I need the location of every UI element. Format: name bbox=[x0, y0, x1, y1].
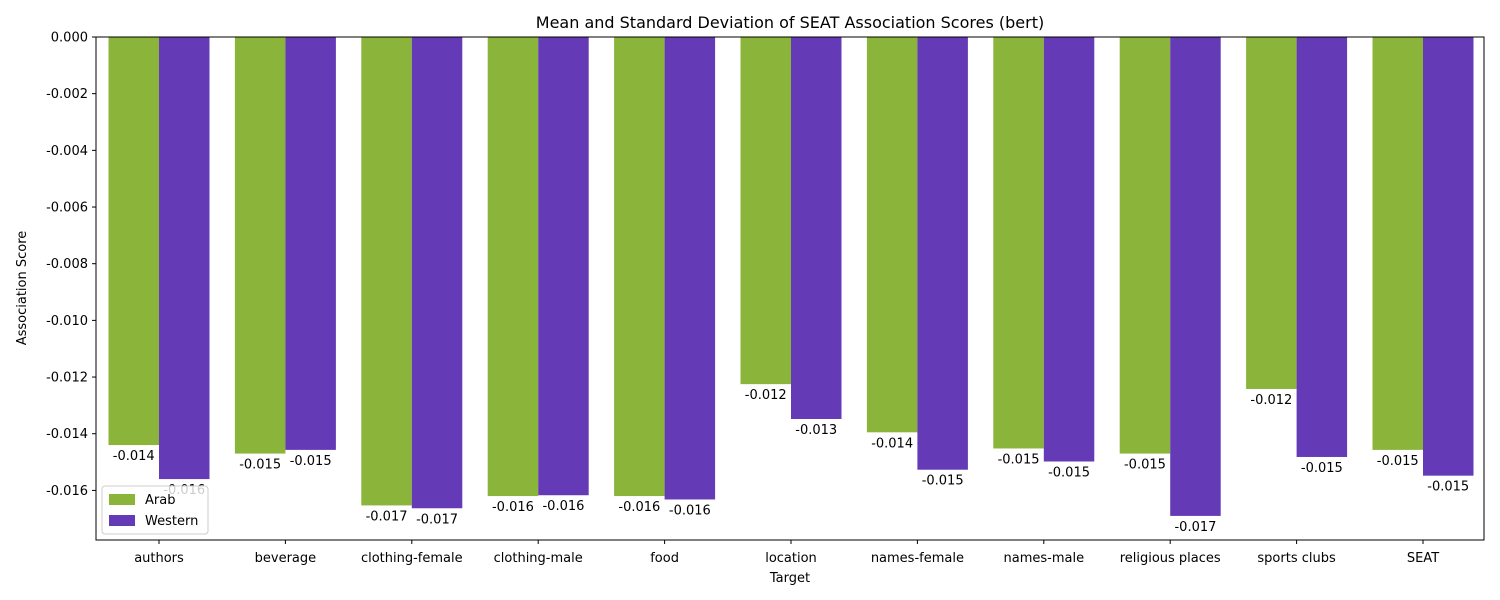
y-axis: 0.000 -0.002 -0.004 -0.006 -0.008 -0.010 -0.01… bbox=[46, 31, 96, 499]
legend-swatch-arab bbox=[109, 494, 135, 505]
bar-western bbox=[411, 37, 463, 509]
bar-arab bbox=[361, 37, 412, 506]
legend-swatch-western bbox=[109, 515, 135, 526]
x-tick-label: religious places bbox=[1120, 551, 1221, 566]
data-label-western: -0.017 bbox=[416, 512, 458, 527]
bar-arab bbox=[993, 37, 1044, 449]
legend-label-western: Western bbox=[145, 514, 198, 529]
data-label-arab: -0.012 bbox=[1250, 393, 1292, 408]
x-tick-label: location bbox=[765, 551, 817, 566]
legend: Arab Western bbox=[101, 485, 209, 535]
x-tick-label: clothing-male bbox=[494, 551, 583, 566]
data-label-arab: -0.015 bbox=[1377, 454, 1419, 469]
bar-western bbox=[1043, 37, 1095, 462]
y-tick-label: -0.008 bbox=[46, 257, 88, 272]
y-tick-label: -0.006 bbox=[46, 201, 88, 216]
y-axis-title: Association Score bbox=[15, 231, 30, 346]
data-label-arab: -0.016 bbox=[618, 500, 660, 515]
y-tick-label: -0.010 bbox=[46, 314, 88, 329]
data-label-arab: -0.015 bbox=[239, 458, 281, 473]
y-tick-label: -0.012 bbox=[46, 371, 88, 386]
y-tick-label: 0.000 bbox=[51, 31, 88, 46]
bar-western bbox=[538, 37, 589, 496]
bar-arab bbox=[740, 37, 791, 385]
data-label-arab: -0.014 bbox=[113, 449, 155, 464]
y-tick-label: -0.002 bbox=[46, 87, 88, 102]
bar-western bbox=[917, 37, 968, 470]
data-label-arab: -0.015 bbox=[998, 452, 1040, 467]
bar-arab bbox=[1246, 37, 1297, 389]
bar-western bbox=[159, 37, 210, 480]
data-label-western: -0.016 bbox=[669, 503, 711, 518]
plot-frame bbox=[95, 36, 1485, 541]
bar-western bbox=[285, 37, 336, 450]
legend-label-arab: Arab bbox=[145, 493, 175, 508]
data-label-western: -0.015 bbox=[290, 454, 332, 469]
data-label-western: -0.015 bbox=[1427, 480, 1469, 495]
data-label-western: -0.017 bbox=[1174, 520, 1216, 535]
bar-arab bbox=[108, 37, 159, 446]
bar-arab bbox=[487, 37, 539, 497]
bars-layer bbox=[108, 37, 1474, 516]
chart-title: Mean and Standard Deviation of SEAT Asso… bbox=[536, 13, 1044, 32]
x-tick-label: names-male bbox=[1004, 551, 1085, 566]
x-tick-label: names-female bbox=[871, 551, 964, 566]
x-tick-label: clothing-female bbox=[361, 551, 463, 566]
y-tick-label: -0.004 bbox=[46, 144, 88, 159]
x-tick-label: beverage bbox=[255, 551, 317, 566]
x-axis: authors beverage clothing-female clothing-m… bbox=[134, 540, 1439, 566]
y-tick-label: -0.014 bbox=[46, 427, 88, 442]
x-tick-label: food bbox=[650, 551, 679, 566]
bar-western bbox=[791, 37, 842, 419]
x-tick-label: sports clubs bbox=[1257, 551, 1336, 566]
bar-western bbox=[664, 37, 716, 500]
data-labels-layer: -0.014 -0.016 -0.015 -0.015 -0.017 -0.017 -0.0… bbox=[113, 388, 1469, 535]
bar-arab bbox=[866, 37, 918, 433]
data-label-arab: -0.015 bbox=[1124, 458, 1166, 473]
bar-arab bbox=[1119, 37, 1171, 454]
data-label-western: -0.015 bbox=[1301, 461, 1343, 476]
bar-arab bbox=[234, 37, 286, 454]
x-tick-label: authors bbox=[134, 551, 184, 566]
data-label-arab: -0.014 bbox=[871, 436, 913, 451]
data-label-western: -0.015 bbox=[1048, 466, 1090, 481]
x-tick-label: SEAT bbox=[1407, 551, 1439, 566]
data-label-western: -0.016 bbox=[542, 499, 584, 514]
data-label-western: -0.013 bbox=[795, 423, 837, 438]
data-label-arab: -0.012 bbox=[745, 388, 787, 403]
bar-arab bbox=[614, 37, 665, 497]
data-label-arab: -0.016 bbox=[492, 500, 534, 515]
x-axis-title: Target bbox=[769, 571, 810, 586]
bar-western bbox=[1296, 37, 1348, 457]
data-label-western: -0.015 bbox=[922, 474, 964, 489]
bar-western bbox=[1423, 37, 1474, 476]
y-tick-label: -0.016 bbox=[46, 484, 88, 499]
bar-arab bbox=[1372, 37, 1423, 450]
data-label-arab: -0.017 bbox=[366, 509, 408, 524]
bar-western bbox=[1170, 37, 1221, 516]
